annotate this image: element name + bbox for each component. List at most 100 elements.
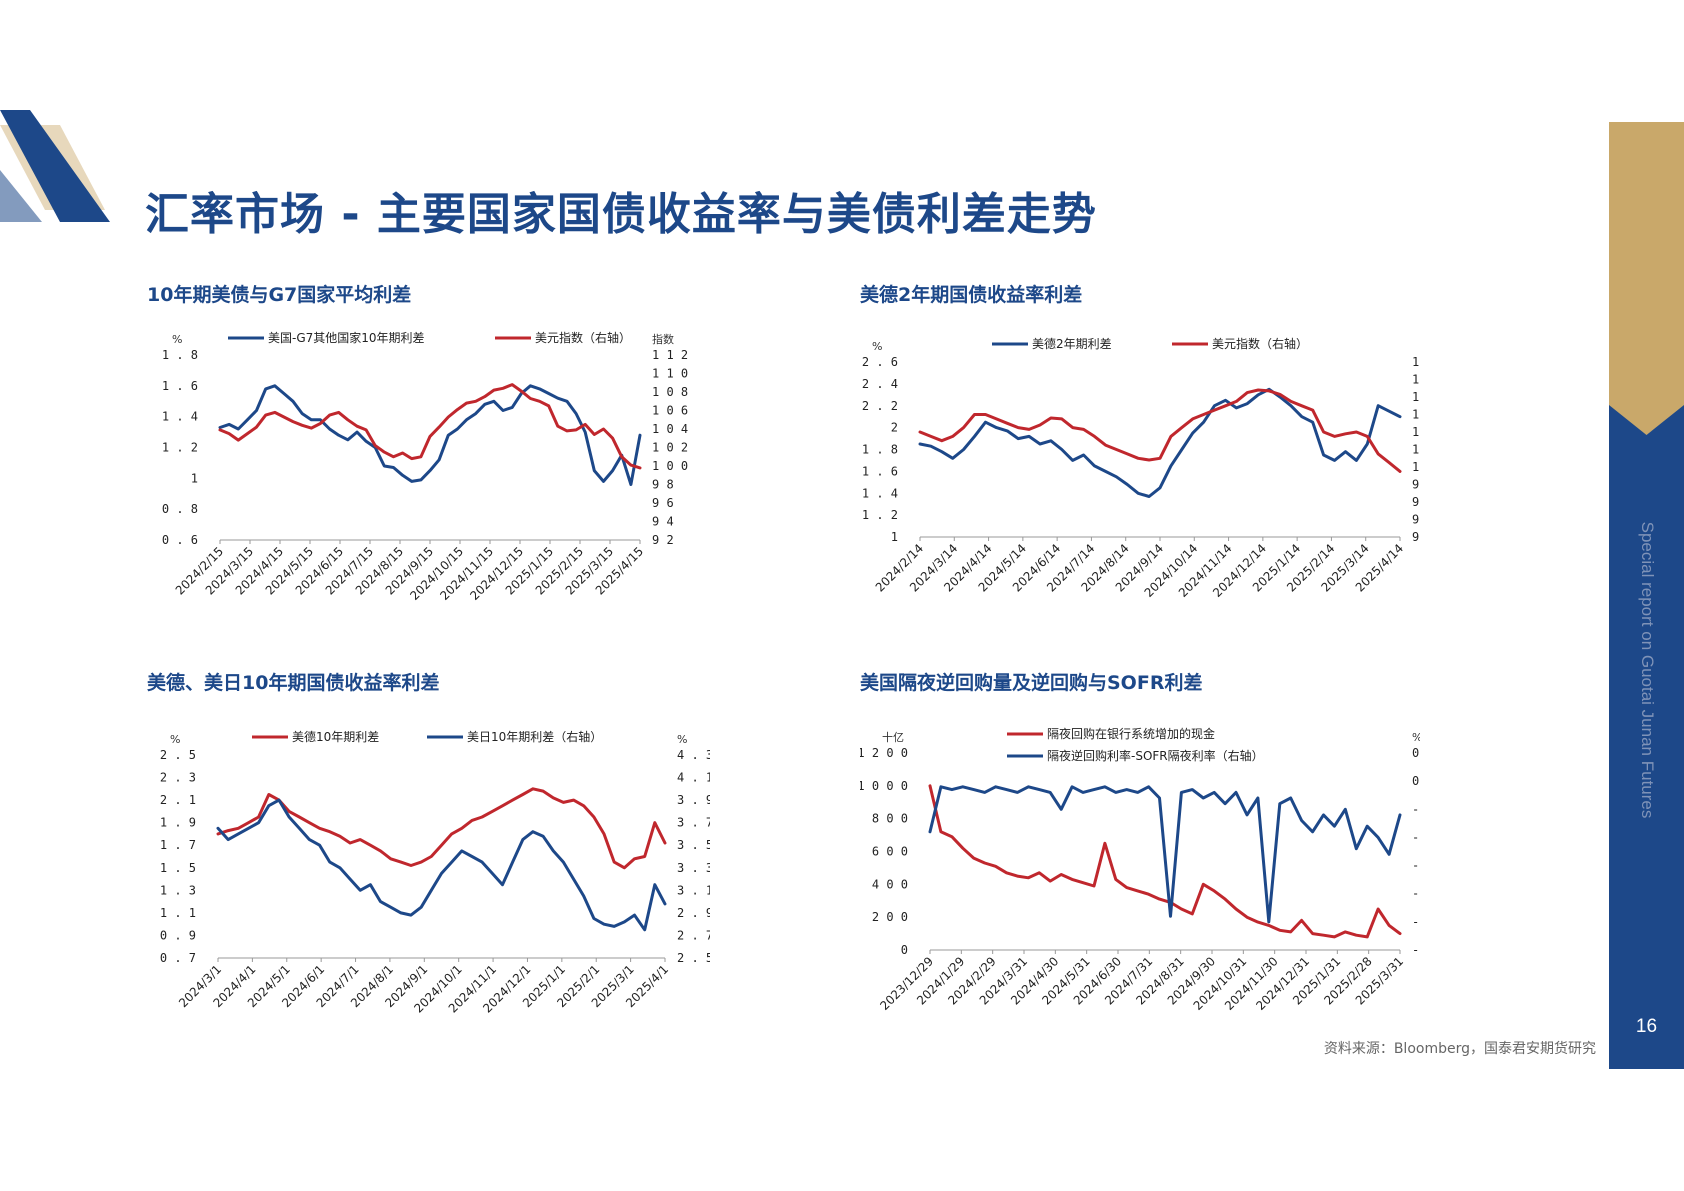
- y-right-tick-label: 4 . 1: [677, 771, 710, 785]
- y-right-tick-label: 1 0 6: [652, 404, 688, 418]
- chart-us-de-jp-10y-spread: %% 0 . 7 0 . 9 1 . 1 1 . 3 1 . 5 1 . 7 1 . 9 2 .…: [150, 725, 710, 1020]
- y-left-tick-label: 2 . 1: [160, 793, 196, 807]
- y-left-tick-label: 2: [891, 421, 898, 435]
- axis-unit-label: %: [872, 340, 882, 353]
- series-line-1: [216, 787, 667, 870]
- axis-unit-label: %: [172, 333, 182, 346]
- y-left-tick-label: 2 . 6: [862, 355, 898, 369]
- y-left-tick-label: 2 . 5: [160, 748, 196, 762]
- axis-unit-label: %: [1412, 731, 1420, 744]
- y-left-tick-label: 6 0 0: [872, 845, 908, 859]
- y-left-tick-label: 1 . 4: [862, 486, 898, 500]
- legend-label: 美元指数（右轴）: [1212, 336, 1308, 351]
- y-right-tick-label: 9 2: [652, 533, 674, 547]
- y-right-tick-label: 2 . 9: [677, 906, 710, 920]
- y-right-tick-label: 3 . 5: [677, 838, 710, 852]
- legend-label: 美德2年期利差: [1032, 336, 1112, 351]
- source-note: 资料来源：Bloomberg，国泰君安期货研究: [1323, 1041, 1596, 1057]
- y-right-tick-label: - 0 . 2: [1412, 887, 1420, 901]
- series-line-1: [928, 784, 1402, 939]
- axis-unit-label: 十亿: [882, 730, 904, 744]
- corner-decoration: [0, 110, 110, 222]
- y-right-tick-label: 1 0 4: [1412, 425, 1420, 439]
- y-right-tick-label: 2 . 5: [677, 951, 710, 965]
- y-left-tick-label: 2 . 2: [862, 399, 898, 413]
- y-right-tick-label: 9 4: [652, 515, 674, 529]
- panel-title-3: 美德、美日10年期国债收益率利差: [147, 672, 440, 694]
- y-right-tick-label: 9 8: [1412, 478, 1420, 492]
- y-right-tick-label: 1 1 2: [1412, 355, 1420, 369]
- y-left-tick-label: 2 . 4: [862, 377, 898, 391]
- panel-title-2: 美德2年期国债收益率利差: [860, 284, 1083, 306]
- chart-svg: % % 0 . 7 0 . 9 1 . 1 1 . 3 1 . 5 1 . 7 1 . 9 2 .…: [160, 729, 710, 1016]
- y-left-tick-label: 1: [191, 471, 198, 485]
- panel-title-1: 10年期美债与G7国家平均利差: [147, 284, 412, 306]
- panel-title-4: 美国隔夜逆回购量及逆回购与SOFR利差: [860, 672, 1203, 694]
- y-left-tick-label: 1 2 0 0: [860, 746, 908, 760]
- sidebar-chevron: [1609, 405, 1684, 435]
- y-right-tick-label: 1 0 0: [1412, 460, 1420, 474]
- y-right-tick-label: - 0 . 3: [1412, 943, 1420, 957]
- y-left-tick-label: 1 . 7: [160, 838, 196, 852]
- y-right-tick-label: 1 0 2: [1412, 443, 1420, 457]
- y-left-tick-label: 4 0 0: [872, 877, 908, 891]
- y-right-tick-label: 0 . 0 5: [1412, 746, 1420, 760]
- sidebar-gold-band: [1609, 122, 1684, 434]
- chart-reverse-repo: 十亿% 0 2 0 0 4 0 0 6 0 0 8 0 0 1 0 0 0 1 2 0 0 0 …: [860, 722, 1420, 1012]
- y-left-tick-label: 1 . 8: [862, 443, 898, 457]
- y-right-tick-label: 1 0 0: [652, 459, 688, 473]
- y-right-tick-label: 0: [1412, 774, 1419, 788]
- chart-svg: % 指数 0 . 6 0 . 8 1 1 . 2 1 . 4 1 . 6 1 . 8 9 2 9 4…: [162, 330, 688, 603]
- y-right-tick-label: 3 . 1: [677, 883, 710, 897]
- y-left-tick-label: 2 . 3: [160, 771, 196, 785]
- y-right-tick-label: 1 0 4: [652, 422, 688, 436]
- y-left-tick-label: 0 . 8: [162, 502, 198, 516]
- y-right-tick-label: 1 0 6: [1412, 408, 1420, 422]
- y-right-tick-label: 1 0 2: [652, 441, 688, 455]
- series-line-2: [928, 785, 1402, 924]
- legend-label: 美德10年期利差: [292, 729, 379, 744]
- y-left-tick-label: 1 . 2: [162, 441, 198, 455]
- legend-label: 美元指数（右轴）: [535, 330, 631, 345]
- y-left-tick-label: 1: [891, 530, 898, 544]
- y-right-tick-label: 9 8: [652, 478, 674, 492]
- y-right-tick-label: 1 0 8: [652, 385, 688, 399]
- y-right-tick-label: - 0 . 0 5: [1412, 802, 1420, 816]
- series-line-1: [218, 384, 642, 486]
- y-left-tick-label: 1 . 6: [862, 464, 898, 478]
- y-left-tick-label: 1 . 5: [160, 861, 196, 875]
- chart-g7-spread: % 指数 0 . 6 0 . 8 1 1 . 2 1 . 4 1 . 6 1 . 8 9 2 9 4…: [150, 325, 710, 615]
- y-right-tick-label: 1 0 8: [1412, 390, 1420, 404]
- y-right-tick-label: 9 4: [1412, 513, 1420, 527]
- y-right-tick-label: 9 6: [652, 496, 674, 510]
- y-right-tick-label: 3 . 7: [677, 816, 710, 830]
- y-right-tick-label: 4 . 3: [677, 748, 710, 762]
- y-left-tick-label: 1 . 6: [162, 379, 198, 393]
- page-title: 汇率市场 - 主要国家国债收益率与美债利差走势: [145, 189, 1097, 240]
- y-right-tick-label: 2 . 7: [677, 928, 710, 942]
- legend-label: 美日10年期利差（右轴）: [467, 729, 602, 744]
- y-right-tick-label: - 0 . 1: [1412, 830, 1420, 844]
- y-right-tick-label: 1 1 0: [1412, 373, 1420, 387]
- chart-svg: % 1 1 . 2 1 . 4 1 . 6 1 . 8 2 2 . 2 2 . 4 2 . 6 9 …: [862, 336, 1420, 600]
- sidebar-blue-band: [1609, 405, 1684, 1069]
- y-left-tick-label: 1 . 4: [162, 410, 198, 424]
- axis-unit-label: %: [677, 733, 687, 746]
- y-left-tick-label: 0 . 9: [160, 928, 196, 942]
- series-line-2: [218, 383, 642, 470]
- series-line-2: [216, 798, 667, 932]
- legend-label: 隔夜逆回购利率-SOFR隔夜利率（右轴）: [1047, 748, 1264, 763]
- y-right-tick-label: 1 1 0: [652, 367, 688, 381]
- y-left-tick-label: 0: [901, 943, 908, 957]
- y-left-tick-label: 0 . 6: [162, 533, 198, 547]
- y-right-tick-label: 9 2: [1412, 530, 1420, 544]
- y-left-tick-label: 1 . 8: [162, 348, 198, 362]
- series-line-2: [918, 388, 1402, 473]
- y-right-tick-label: 3 . 3: [677, 861, 710, 875]
- page-number: 16: [1635, 1016, 1658, 1037]
- y-left-tick-label: 1 . 9: [160, 816, 196, 830]
- y-left-tick-label: 1 . 3: [160, 883, 196, 897]
- y-right-tick-label: - 0 . 2 5: [1412, 915, 1420, 929]
- y-right-tick-label: 9 6: [1412, 495, 1420, 509]
- chart-us-de-2y-spread: % 1 1 . 2 1 . 4 1 . 6 1 . 8 2 2 . 2 2 . 4 2 . 6 9 …: [860, 332, 1420, 612]
